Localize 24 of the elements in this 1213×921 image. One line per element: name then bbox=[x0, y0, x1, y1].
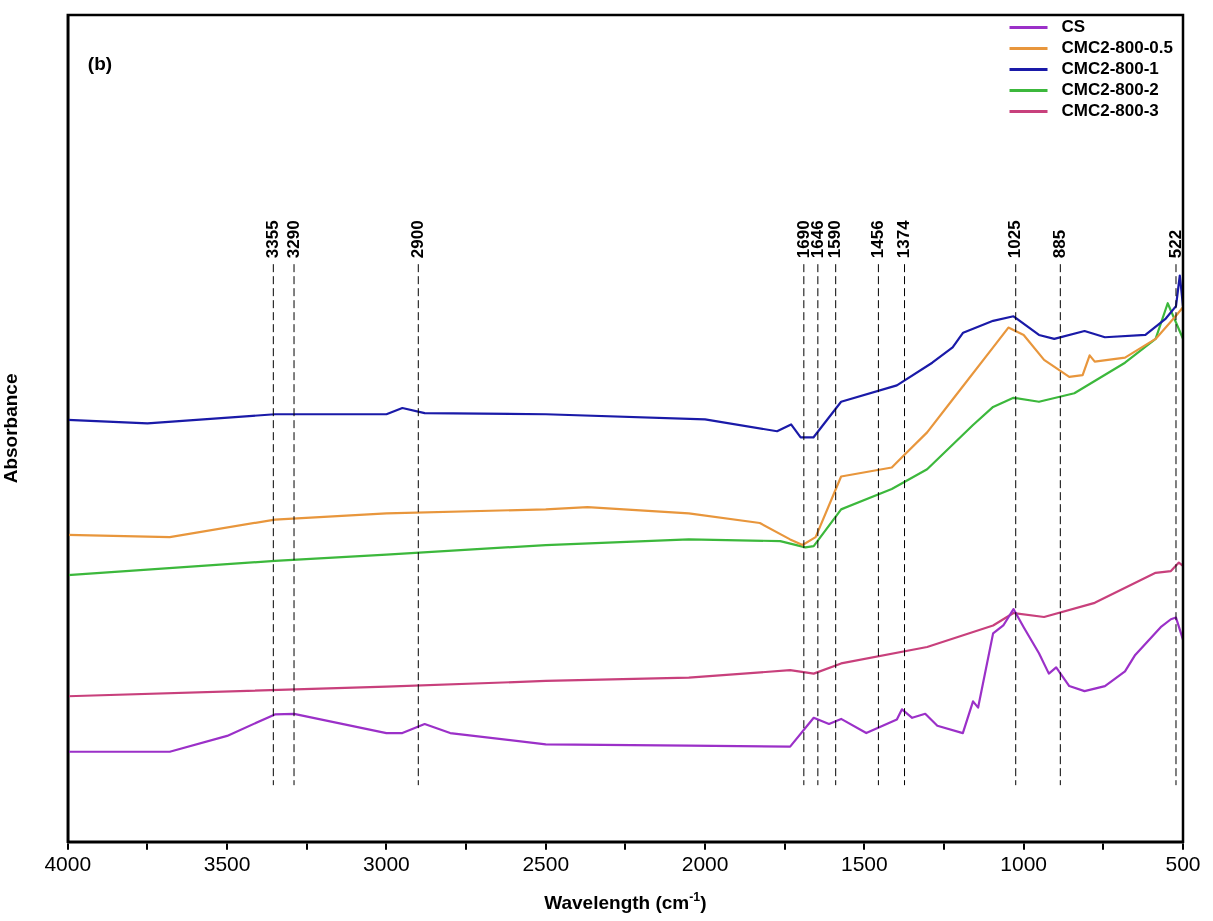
ref-line-label: 1456 bbox=[868, 220, 888, 259]
legend-label: CMC2-800-2 bbox=[1061, 80, 1159, 100]
ref-line-label: 1374 bbox=[894, 219, 914, 259]
x-tick-label: 1000 bbox=[1000, 852, 1048, 876]
ref-line-label: 885 bbox=[1050, 229, 1070, 259]
text: (b) bbox=[87, 52, 113, 74]
ref-line-label: 3355 bbox=[263, 220, 282, 259]
ref-line-label: 1025 bbox=[1005, 220, 1025, 259]
ref-line-label: 522 bbox=[1165, 229, 1185, 259]
legend-label: CMC2-800-0.5 bbox=[1061, 38, 1174, 58]
x-tick-label: 3500 bbox=[203, 852, 251, 876]
y-axis-title: Absorbance bbox=[0, 373, 21, 484]
x-tick-label: 1500 bbox=[841, 852, 888, 876]
x-tick-label: 500 bbox=[1165, 852, 1201, 876]
x-tick-label: 3000 bbox=[363, 852, 410, 876]
legend-label: CMC2-800-1 bbox=[1061, 59, 1159, 79]
legend-label: CMC2-800-3 bbox=[1061, 101, 1159, 121]
ref-line-label: 1590 bbox=[825, 220, 845, 259]
x-tick-label: 2500 bbox=[522, 852, 570, 876]
ref-line-label: 3290 bbox=[283, 220, 303, 259]
x-tick-label: 4000 bbox=[44, 852, 92, 876]
legend-label: CS bbox=[1061, 17, 1086, 37]
ref-line-label: 2900 bbox=[407, 220, 427, 259]
x-tick-label: 2000 bbox=[681, 852, 729, 876]
